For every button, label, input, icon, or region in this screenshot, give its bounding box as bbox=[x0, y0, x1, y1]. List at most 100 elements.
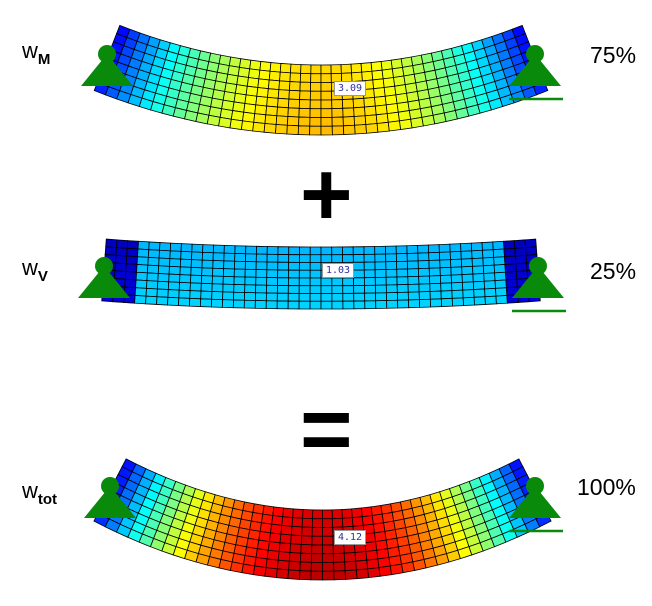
mesh-element bbox=[352, 246, 365, 255]
mesh-element bbox=[320, 116, 333, 127]
mesh-element bbox=[462, 289, 475, 299]
mesh-element bbox=[311, 544, 323, 555]
mesh-element bbox=[320, 277, 333, 287]
mesh-element bbox=[451, 281, 464, 292]
mesh-element bbox=[373, 87, 386, 98]
mesh-element bbox=[322, 509, 333, 520]
mesh-element bbox=[287, 277, 300, 287]
mesh-element bbox=[460, 250, 473, 260]
mesh-element bbox=[355, 559, 369, 571]
mesh-element bbox=[240, 120, 255, 132]
mesh-element bbox=[156, 280, 170, 290]
mesh-element bbox=[342, 292, 355, 302]
mesh-element bbox=[137, 240, 150, 251]
mesh-element bbox=[374, 104, 388, 116]
mesh-element bbox=[342, 107, 355, 118]
mesh-element bbox=[410, 116, 424, 129]
mesh-element bbox=[232, 299, 245, 309]
mesh-element bbox=[320, 285, 333, 294]
mesh-element bbox=[396, 268, 409, 278]
mesh-element bbox=[322, 561, 335, 572]
mesh-element bbox=[309, 99, 322, 110]
mesh-element bbox=[322, 570, 335, 581]
mesh-element bbox=[302, 509, 314, 520]
mesh-element bbox=[397, 299, 410, 309]
mesh-element bbox=[399, 118, 413, 130]
mesh-element bbox=[378, 565, 393, 577]
mesh-element bbox=[255, 253, 268, 263]
mesh-element bbox=[365, 123, 379, 134]
mesh-element bbox=[331, 246, 343, 256]
mesh-element bbox=[333, 570, 346, 581]
mesh-element bbox=[191, 243, 204, 253]
mesh-element bbox=[254, 104, 268, 116]
mesh-element bbox=[440, 282, 453, 292]
mesh-element bbox=[352, 97, 365, 109]
mesh-element bbox=[168, 265, 181, 276]
mesh-element bbox=[439, 266, 452, 276]
mesh-element bbox=[342, 254, 354, 263]
mesh-element bbox=[331, 509, 343, 520]
mesh-element bbox=[301, 526, 313, 537]
mesh-element bbox=[277, 254, 290, 263]
mesh-element bbox=[350, 63, 363, 74]
mesh-element bbox=[254, 292, 267, 302]
mesh-element bbox=[374, 95, 387, 107]
mesh-element bbox=[267, 79, 280, 91]
mesh-element bbox=[290, 525, 303, 537]
mesh-element bbox=[331, 293, 344, 302]
mesh-element bbox=[189, 297, 202, 307]
mesh-element bbox=[429, 275, 442, 285]
mesh-element bbox=[134, 295, 147, 305]
mesh-element bbox=[385, 253, 397, 263]
mesh-element bbox=[222, 283, 235, 293]
mesh-element bbox=[289, 543, 302, 554]
mesh-element bbox=[288, 261, 300, 271]
mesh-element bbox=[406, 252, 419, 262]
mesh-element bbox=[330, 64, 342, 75]
mesh-element bbox=[504, 255, 517, 265]
mesh-element bbox=[492, 240, 505, 251]
mesh-element bbox=[277, 97, 290, 109]
mesh-element bbox=[245, 253, 257, 263]
mesh-element bbox=[298, 99, 311, 110]
mesh-element bbox=[372, 78, 385, 90]
mesh-element bbox=[268, 70, 281, 82]
mesh-element bbox=[179, 266, 192, 276]
mesh-element bbox=[135, 271, 148, 282]
mesh-element bbox=[493, 264, 506, 274]
support-pin-icon bbox=[526, 477, 544, 495]
mesh-element bbox=[282, 507, 294, 519]
mesh-element bbox=[503, 247, 516, 258]
mesh-element bbox=[156, 288, 169, 298]
mesh-element bbox=[287, 292, 300, 302]
mesh-element bbox=[481, 241, 494, 251]
mesh-element bbox=[363, 253, 376, 263]
mesh-element bbox=[365, 549, 379, 561]
mesh-element bbox=[222, 275, 235, 285]
mesh-element bbox=[266, 269, 279, 279]
mesh-element bbox=[288, 89, 301, 100]
mesh-element bbox=[178, 289, 191, 299]
mesh-element bbox=[401, 561, 416, 574]
mesh-element bbox=[472, 265, 485, 275]
mesh-element bbox=[190, 259, 203, 269]
mesh-element bbox=[320, 108, 333, 118]
mesh-element bbox=[126, 247, 139, 258]
mesh-element bbox=[407, 291, 420, 301]
mesh-element bbox=[265, 105, 278, 117]
mesh-element bbox=[320, 125, 333, 136]
mesh-element bbox=[201, 251, 214, 261]
mesh-element bbox=[266, 246, 279, 255]
mesh-element bbox=[354, 124, 367, 135]
mesh-element bbox=[505, 278, 518, 289]
mesh-element bbox=[320, 73, 332, 83]
mesh-element bbox=[484, 295, 497, 305]
mesh-element bbox=[256, 245, 268, 255]
mesh-element bbox=[199, 298, 213, 308]
mesh-element bbox=[311, 526, 323, 537]
mesh-element bbox=[331, 99, 344, 110]
mesh-element bbox=[200, 290, 213, 300]
